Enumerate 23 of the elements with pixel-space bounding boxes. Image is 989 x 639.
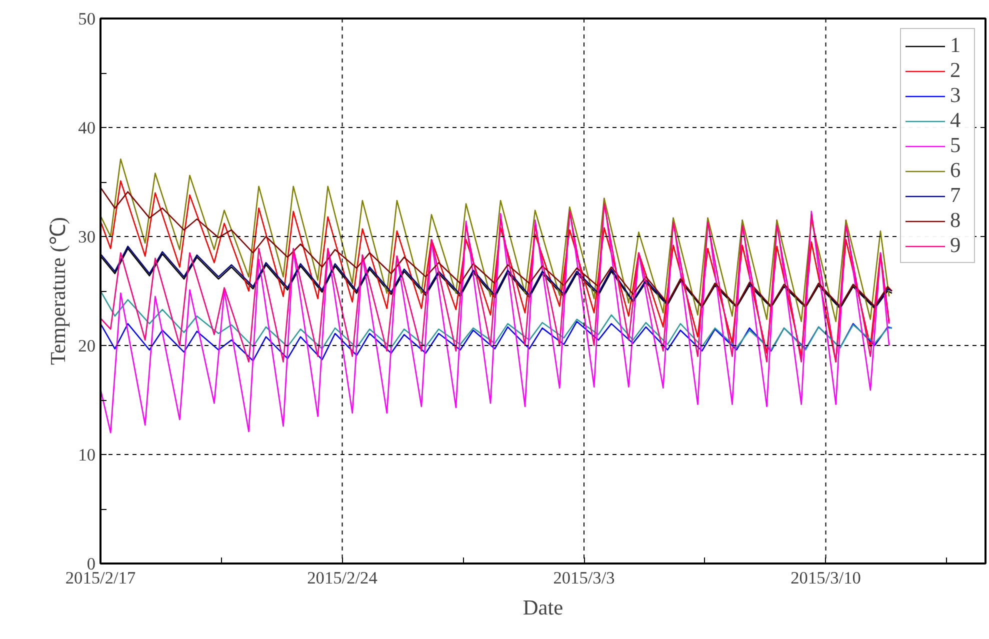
legend-label: 4 <box>950 108 962 133</box>
legend-label: 3 <box>950 83 962 108</box>
x-tick-label: 2015/3/3 <box>553 568 615 588</box>
legend-label: 6 <box>950 158 962 183</box>
line-series <box>100 158 890 322</box>
x-axis-title: Date <box>522 596 564 620</box>
y-tick-label: 30 <box>78 228 96 246</box>
legend-label: 9 <box>950 233 962 258</box>
y-tick-label: 40 <box>78 118 96 138</box>
line-series <box>100 186 893 307</box>
legend-label: 7 <box>950 183 962 208</box>
legend-label: 5 <box>950 133 962 158</box>
y-axis-title: Temperature (℃) <box>46 216 70 365</box>
y-tick-label: 10 <box>78 446 96 464</box>
y-tick-label: 50 <box>78 10 96 28</box>
legend-label: 2 <box>950 58 962 83</box>
y-tick-label: 20 <box>78 336 96 356</box>
x-tick-label: 2015/3/10 <box>790 568 861 588</box>
x-tick-label: 2015/2/24 <box>307 568 378 588</box>
legend-label: 1 <box>950 33 962 58</box>
line-series <box>100 320 893 362</box>
line-series <box>100 290 893 351</box>
legend-label: 8 <box>950 208 962 233</box>
